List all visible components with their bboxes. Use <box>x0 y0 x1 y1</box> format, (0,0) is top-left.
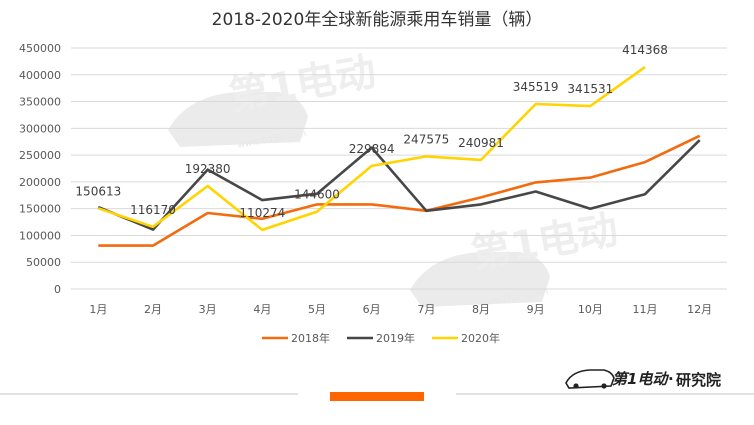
y-tick-label: 100000 <box>19 229 61 242</box>
x-tick-label: 2月 <box>144 303 162 316</box>
chart-title: 2018-2020年全球新能源乘用车销量（辆） <box>212 10 543 30</box>
x-axis-ticks: 1月 2月 3月 4月 5月 6月 7月 8月 9月 10月 11月 12月 <box>89 303 712 316</box>
data-label: 345519 <box>513 80 559 94</box>
y-tick-label: 400000 <box>19 69 61 82</box>
x-tick-label: 4月 <box>253 303 271 316</box>
y-tick-label: 350000 <box>19 96 61 109</box>
series-line-2 <box>97 139 701 231</box>
x-tick-label: 3月 <box>199 303 217 316</box>
y-tick-label: 150000 <box>19 203 61 216</box>
legend-label: 2018年 <box>291 331 330 345</box>
y-tick-label: 450000 <box>19 42 61 55</box>
brand-logo: 第1电动 · 研究院 <box>565 369 721 389</box>
x-tick-label: 12月 <box>687 303 712 316</box>
legend-item: 2020年 <box>432 331 500 345</box>
data-label: 240981 <box>458 136 504 150</box>
car-wheel-icon <box>573 383 579 389</box>
data-label: 116170 <box>130 203 176 217</box>
y-tick-label: 200000 <box>19 176 61 189</box>
car-wheel-icon <box>601 383 607 389</box>
data-label: 150613 <box>75 184 121 198</box>
y-axis-ticks: 0 50000 100000 150000 200000 250000 300000 3500… <box>19 42 61 296</box>
y-tick-label: 0 <box>54 283 61 296</box>
legend-label: 2019年 <box>376 331 415 345</box>
watermark-bottom: 第1电动 www.D1EV.com <box>410 207 621 309</box>
data-label: 341531 <box>567 82 613 96</box>
data-labels: 150613 116170 192380 110274 144600 229894 2475… <box>75 43 667 220</box>
series-lines <box>97 66 701 247</box>
x-tick-label: 6月 <box>363 303 381 316</box>
grid <box>71 47 727 290</box>
data-label: 229894 <box>349 142 395 156</box>
data-label: 144600 <box>294 188 340 202</box>
watermark-top: 第1电动 www.D1EV.com <box>168 49 379 151</box>
brand-logo-text: 第1电动 <box>612 370 669 388</box>
x-tick-label: 7月 <box>417 303 435 316</box>
data-label: 414368 <box>622 43 668 57</box>
car-icon <box>565 369 615 389</box>
data-label: 192380 <box>185 162 231 176</box>
x-tick-label: 9月 <box>527 303 545 316</box>
brand-separator: · <box>668 370 674 388</box>
legend-item: 2018年 <box>262 331 330 345</box>
y-tick-label: 250000 <box>19 149 61 162</box>
y-tick-label: 50000 <box>26 256 61 269</box>
series-line-1 <box>98 134 701 247</box>
x-tick-label: 1月 <box>89 303 107 316</box>
y-tick-label: 300000 <box>19 122 61 135</box>
footer-accent-bar <box>330 392 424 401</box>
series-line-3 <box>97 66 646 232</box>
x-tick-label: 8月 <box>472 303 490 316</box>
data-label: 247575 <box>403 132 449 146</box>
legend-label: 2020年 <box>461 331 500 345</box>
x-tick-label: 11月 <box>633 303 658 316</box>
data-label: 110274 <box>239 206 285 220</box>
x-tick-label: 10月 <box>578 303 603 316</box>
legend: 2018年 2019年 2020年 <box>262 331 500 345</box>
legend-item: 2019年 <box>347 331 415 345</box>
brand-suffix: 研究院 <box>676 371 721 389</box>
x-tick-label: 5月 <box>308 303 326 316</box>
